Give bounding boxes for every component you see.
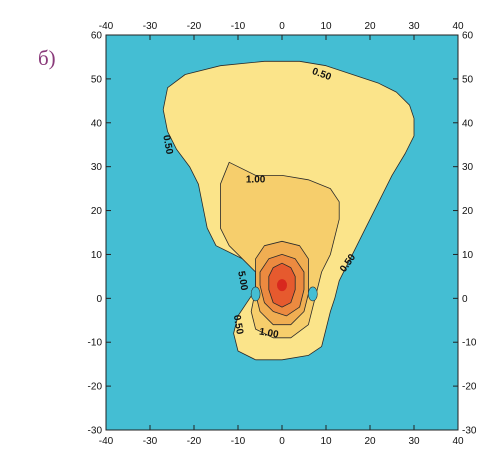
y-tick-label-right: 0	[462, 294, 468, 305]
y-tick-label-right: 40	[462, 118, 474, 129]
y-tick-label-right: -30	[462, 426, 477, 437]
peak-marker	[277, 279, 287, 292]
low-spot-2	[307, 286, 318, 302]
x-tick-label-top: 30	[408, 21, 420, 32]
y-tick-label-left: -10	[88, 338, 103, 349]
y-tick-label-left: 50	[91, 74, 103, 85]
contour-label-6: 1.00	[258, 326, 280, 340]
y-tick-label-left: -30	[88, 426, 103, 437]
y-tick-label-right: 10	[462, 250, 474, 261]
contour-label-7: 5.00	[235, 270, 249, 292]
x-tick-label-top: -10	[231, 21, 246, 32]
y-tick-label-right: 50	[462, 74, 474, 85]
x-tick-label-bottom: -20	[187, 436, 202, 447]
panel-label: б)	[38, 46, 56, 70]
x-tick-label-bottom: -10	[231, 436, 246, 447]
x-tick-label-bottom: -30	[143, 436, 158, 447]
x-tick-label-top: 10	[320, 21, 332, 32]
x-tick-label-top: -30	[143, 21, 158, 32]
axis-layer: -40-40-30-30-20-20-10-100010102020303040…	[88, 21, 477, 447]
x-tick-label-bottom: 40	[452, 436, 464, 447]
contour-label-5: 1.00	[246, 174, 266, 185]
y-tick-label-left: 60	[91, 31, 103, 42]
y-tick-label-left: 20	[91, 206, 103, 217]
x-tick-label-top: -20	[187, 21, 202, 32]
x-tick-label-bottom: 0	[279, 436, 285, 447]
y-tick-label-left: 40	[91, 118, 103, 129]
y-tick-label-right: 20	[462, 206, 474, 217]
y-tick-label-left: 0	[96, 294, 102, 305]
x-tick-label-bottom: 10	[320, 436, 332, 447]
y-tick-label-right: 60	[462, 31, 474, 42]
y-tick-label-right: 30	[462, 162, 474, 173]
y-tick-label-left: 30	[91, 162, 103, 173]
x-tick-label-top: -40	[99, 21, 114, 32]
x-tick-label-bottom: 20	[364, 436, 376, 447]
x-tick-label-bottom: -40	[99, 436, 114, 447]
low-spot-1	[250, 286, 261, 302]
x-tick-label-bottom: 30	[408, 436, 420, 447]
x-tick-label-top: 40	[452, 21, 464, 32]
contour-label-2: 0.50	[160, 134, 174, 156]
x-tick-label-top: 20	[364, 21, 376, 32]
contour-label-4: 0.50	[231, 314, 245, 336]
y-tick-label-left: 10	[91, 250, 103, 261]
y-tick-label-right: -10	[462, 338, 477, 349]
contour-layer	[162, 60, 415, 361]
x-tick-label-top: 0	[279, 21, 285, 32]
y-tick-label-left: -20	[88, 382, 103, 393]
y-tick-label-right: -20	[462, 382, 477, 393]
